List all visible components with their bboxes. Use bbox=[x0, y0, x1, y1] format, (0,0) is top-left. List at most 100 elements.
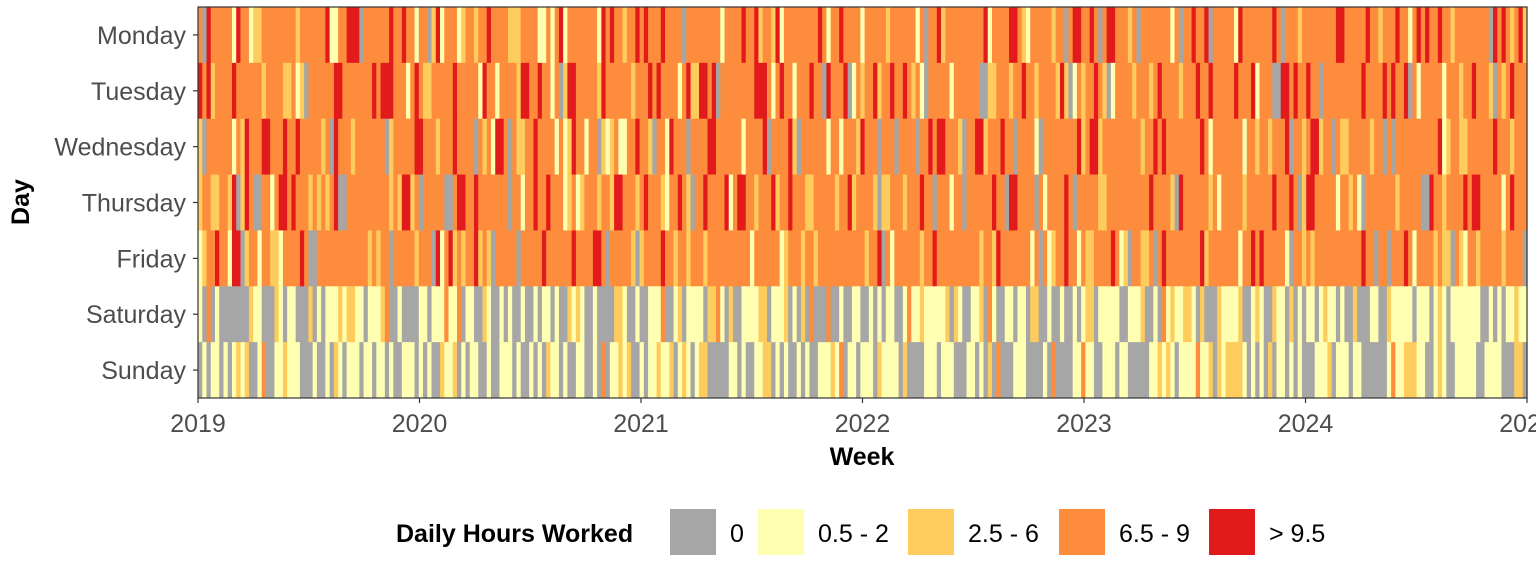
heatmap-cell bbox=[1025, 174, 1031, 231]
heatmap-cell bbox=[877, 342, 883, 399]
heatmap-cell bbox=[847, 7, 853, 64]
heatmap-cell bbox=[1416, 286, 1422, 343]
heatmap-cell bbox=[1102, 286, 1108, 343]
heatmap-cell bbox=[270, 7, 276, 64]
heatmap-cell bbox=[1391, 174, 1396, 231]
heatmap-cell bbox=[231, 174, 237, 231]
heatmap-cell bbox=[278, 174, 284, 231]
heatmap-cell bbox=[1348, 118, 1354, 175]
heatmap-cell bbox=[223, 342, 229, 399]
heatmap-cell bbox=[465, 62, 471, 120]
heatmap-cell bbox=[380, 174, 386, 231]
heatmap-cell bbox=[1119, 7, 1125, 64]
heatmap-cell bbox=[1093, 342, 1099, 399]
heatmap-cell bbox=[376, 7, 382, 64]
heatmap-cell bbox=[1217, 7, 1222, 64]
heatmap-cell bbox=[287, 62, 293, 120]
heatmap-cell bbox=[355, 174, 360, 231]
heatmap-cell bbox=[1225, 286, 1231, 343]
heatmap-cell bbox=[1238, 174, 1244, 231]
heatmap-cell bbox=[503, 174, 509, 231]
heatmap-cell bbox=[571, 118, 577, 175]
heatmap-cell bbox=[1314, 286, 1320, 343]
heatmap-cell bbox=[1259, 286, 1265, 343]
heatmap-cell bbox=[1518, 174, 1524, 231]
heatmap-cell bbox=[265, 342, 271, 399]
heatmap-cell bbox=[605, 286, 611, 343]
heatmap-cell bbox=[452, 174, 458, 231]
heatmap-cell bbox=[1306, 230, 1312, 287]
heatmap-cell bbox=[724, 7, 730, 64]
heatmap-cell bbox=[486, 174, 492, 231]
heatmap-cell bbox=[766, 7, 772, 64]
heatmap-cell bbox=[1272, 118, 1278, 175]
heatmap-cell bbox=[885, 286, 891, 343]
heatmap-cell bbox=[1127, 118, 1133, 175]
heatmap-cell bbox=[580, 118, 585, 175]
heatmap-cell bbox=[1093, 230, 1099, 287]
heatmap-cell bbox=[333, 174, 339, 231]
heatmap-cell bbox=[321, 342, 326, 399]
heatmap-cell bbox=[1344, 118, 1350, 175]
legend-title: Daily Hours Worked bbox=[396, 520, 633, 548]
heatmap-cell bbox=[1115, 286, 1120, 343]
heatmap-cell bbox=[516, 118, 522, 175]
heatmap-cell bbox=[1115, 342, 1120, 399]
heatmap-cell bbox=[1497, 118, 1503, 175]
heatmap-cell bbox=[868, 286, 874, 343]
heatmap-cell bbox=[1170, 342, 1176, 399]
heatmap-cell bbox=[278, 230, 284, 287]
heatmap-cell bbox=[1106, 286, 1112, 343]
heatmap-cell bbox=[1064, 118, 1070, 175]
heatmap-cell bbox=[1408, 286, 1413, 343]
heatmap-cell bbox=[1310, 62, 1316, 120]
heatmap-cell bbox=[1327, 62, 1333, 120]
heatmap-cell bbox=[448, 230, 454, 287]
heatmap-cell bbox=[478, 62, 484, 120]
heatmap-cell bbox=[363, 62, 369, 120]
heatmap-cell bbox=[1093, 118, 1099, 175]
heatmap-cell bbox=[473, 342, 479, 399]
heatmap-cell bbox=[779, 230, 785, 287]
heatmap-cell bbox=[1374, 118, 1379, 175]
heatmap-cell bbox=[1403, 342, 1409, 399]
heatmap-cell bbox=[1051, 7, 1057, 64]
heatmap-cell bbox=[1416, 230, 1422, 287]
heatmap-cell bbox=[1314, 118, 1320, 175]
heatmap-cell bbox=[1246, 286, 1252, 343]
heatmap-cell bbox=[427, 7, 433, 64]
heatmap-cell bbox=[473, 118, 479, 175]
heatmap-cell bbox=[766, 118, 772, 175]
heatmap-cell bbox=[1335, 230, 1341, 287]
heatmap-cell bbox=[1187, 230, 1193, 287]
heatmap-cell bbox=[1055, 7, 1061, 64]
heatmap-cell bbox=[1157, 342, 1163, 399]
heatmap-cell bbox=[792, 342, 798, 399]
heatmap-cell bbox=[665, 118, 670, 175]
heatmap-cell bbox=[1514, 174, 1520, 231]
heatmap-cell bbox=[1208, 342, 1214, 399]
heatmap-cell bbox=[1034, 286, 1040, 343]
heatmap-cell bbox=[350, 174, 356, 231]
heatmap-cell bbox=[541, 342, 547, 399]
heatmap-cell bbox=[580, 342, 585, 399]
heatmap-cell bbox=[945, 342, 951, 399]
heatmap-cell bbox=[1115, 118, 1120, 175]
heatmap-cell bbox=[890, 174, 895, 231]
heatmap-cell bbox=[1459, 7, 1464, 64]
heatmap-cell bbox=[1518, 286, 1524, 343]
heatmap-cell bbox=[342, 286, 348, 343]
heatmap-cell bbox=[1514, 230, 1520, 287]
heatmap-cell bbox=[558, 118, 564, 175]
heatmap-cell bbox=[856, 230, 861, 287]
heatmap-cell bbox=[295, 7, 301, 64]
heatmap-cell bbox=[652, 230, 658, 287]
heatmap-cell bbox=[979, 230, 985, 287]
heatmap-cell bbox=[682, 62, 687, 120]
heatmap-cell bbox=[1323, 118, 1329, 175]
heatmap-cell bbox=[962, 342, 968, 399]
heatmap-cell bbox=[321, 230, 326, 287]
heatmap-cell bbox=[270, 342, 276, 399]
heatmap-cell bbox=[1174, 62, 1180, 120]
heatmap-cell bbox=[1238, 286, 1244, 343]
